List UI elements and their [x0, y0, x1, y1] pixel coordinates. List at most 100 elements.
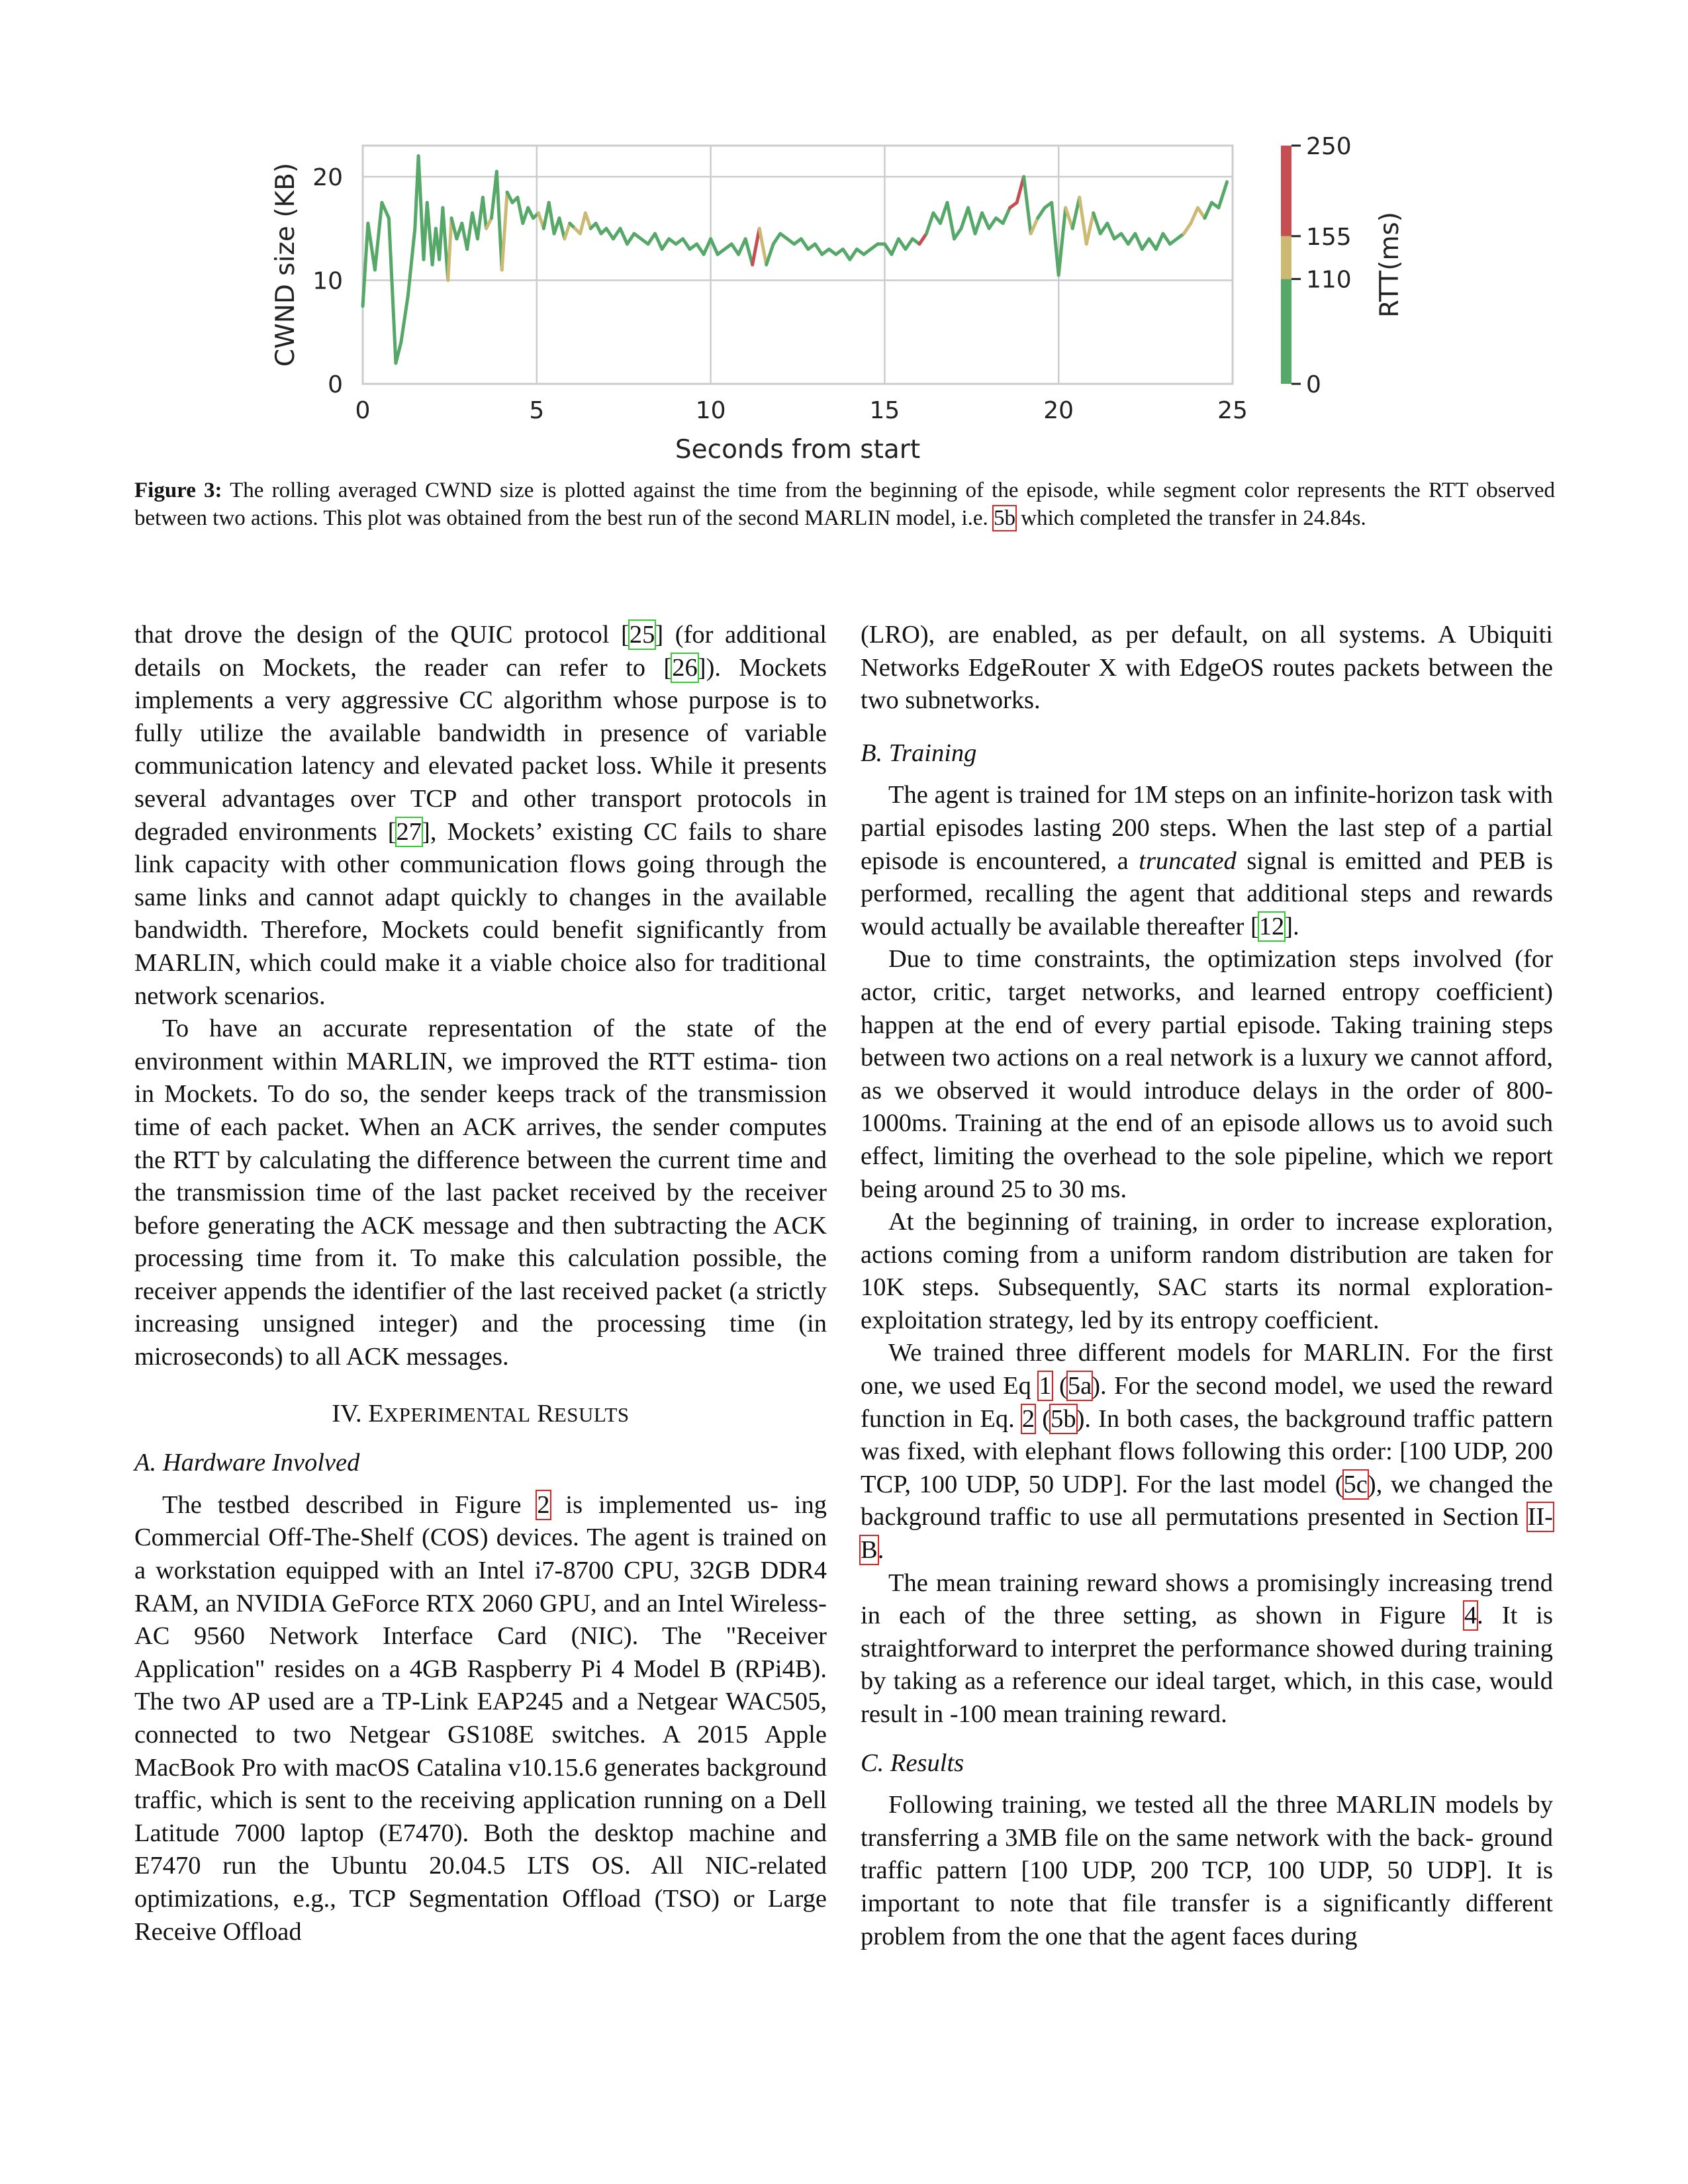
cwnd-segment [406, 226, 417, 298]
cwnd-segment [625, 232, 636, 246]
caption-text: The rolling averaged CWND size is plotte… [134, 478, 1555, 530]
colorbar-tick-label: 250 [1306, 133, 1352, 160]
paragraph: To have an accurate representation of th… [134, 1015, 827, 1371]
paragraph: Following training, we tested all the th… [861, 1791, 1553, 1950]
chart-grid [361, 144, 1234, 385]
cwnd-segment [953, 226, 963, 241]
y-tick-label: 0 [328, 371, 343, 398]
y-tick-label: 20 [312, 164, 343, 191]
cwnd-segment [1098, 221, 1109, 236]
cwnd-segment [799, 237, 810, 251]
x-axis-label: Seconds from start [675, 435, 920, 465]
cwnd-segment [695, 242, 706, 256]
cwnd-segment [1056, 206, 1068, 277]
cwnd-segment [373, 201, 384, 272]
paragraph: The testbed described in Figure 2 is imp… [134, 1489, 827, 1946]
citation-link[interactable]: 27 [395, 816, 424, 847]
cwnd-segment [959, 206, 970, 230]
cwnd-segment [481, 195, 489, 230]
cwnd-segment [737, 237, 747, 256]
equation-ref-link[interactable]: 1 [1037, 1371, 1053, 1402]
cwnd-segment [841, 248, 852, 261]
cwnd-segment [938, 201, 949, 225]
cwnd-segment [500, 190, 509, 272]
cwnd-segment [743, 237, 755, 267]
colorbar-tick-label: 155 [1306, 224, 1352, 251]
cwnd-segment [505, 190, 514, 205]
citation-link[interactable]: 25 [628, 619, 657, 650]
colorbar-label: RTT(ms) [1375, 212, 1405, 318]
right-column: (LRO), are enabled, as per default, on a… [859, 619, 1554, 1953]
cwnd-segment [583, 211, 592, 230]
citation-link[interactable]: 26 [671, 652, 699, 683]
citation-link[interactable]: 12 [1257, 911, 1286, 942]
figure-caption: Figure 3: The rolling averaged CWND size… [134, 477, 1555, 532]
x-tick-label: 25 [1217, 397, 1248, 424]
cwnd-segment [446, 216, 453, 282]
cwnd-segment [1050, 201, 1060, 277]
cwnd-segment [1029, 216, 1040, 236]
paragraph: At the beginning of training, in order t… [861, 1208, 1553, 1334]
figure-ref-link[interactable]: 5b [1049, 1403, 1078, 1434]
colorbar-band [1281, 279, 1291, 384]
section-ref-link[interactable]: II-B [859, 1502, 1554, 1566]
cwnd-segment [394, 340, 403, 365]
cwnd-segment [579, 211, 587, 236]
cwnd-segment [1022, 175, 1033, 236]
caption-ref-link[interactable]: 5b [992, 505, 1017, 531]
cwnd-segment [1133, 232, 1144, 251]
cwnd-segment [1092, 211, 1102, 236]
equation-ref-link[interactable]: 2 [1020, 1403, 1037, 1434]
figure-ref-link[interactable]: 5a [1066, 1371, 1094, 1402]
colorbar-band [1281, 236, 1291, 279]
cwnd-segment [980, 211, 991, 230]
cwnd-segment [1203, 201, 1213, 220]
cwnd-segment [709, 237, 720, 256]
cwnd-segment [890, 237, 900, 256]
figure-ref-link[interactable]: 2 [536, 1489, 551, 1520]
cwnd-segment [1182, 221, 1193, 236]
cwnd-segment [1196, 206, 1207, 220]
caption-label: Figure 3: [134, 478, 222, 502]
cwnd-segment [924, 211, 935, 236]
cwnd-segment [361, 221, 370, 308]
cwnd-segment [1078, 195, 1088, 246]
figure-ref-link[interactable]: 4 [1462, 1600, 1479, 1631]
cwnd-segment [618, 226, 629, 246]
x-tick-label: 5 [529, 397, 544, 424]
cwnd-segment [882, 242, 894, 256]
cwnd-segment [1147, 237, 1158, 251]
cwnd-rtt-figure: 0 5 10 15 20 25 0 10 20 Seconds from start CWND si… [265, 132, 1423, 477]
section-title: IV. EXPERIMENTAL RESULTS [332, 1399, 630, 1428]
cwnd-segment [1154, 232, 1165, 251]
cwnd-segment [563, 221, 572, 241]
x-tick-label: 0 [355, 397, 371, 424]
cwnd-segment [1064, 206, 1074, 230]
cwnd-segment [1070, 195, 1082, 230]
cwnd-segment [611, 226, 622, 241]
cwnd-segment [1119, 232, 1130, 246]
cwnd-segment [521, 206, 530, 225]
cwnd-segment [681, 237, 692, 251]
cwnd-segment [465, 211, 475, 251]
cwnd-segment [757, 226, 769, 267]
cwnd-segment [557, 216, 567, 241]
figure-ref-link[interactable]: 5c [1342, 1469, 1369, 1500]
cwnd-segment [848, 248, 859, 261]
cwnd-segment [1126, 232, 1137, 246]
cwnd-segment [604, 226, 615, 241]
cwnd-segment [1217, 180, 1229, 210]
cwnd-segment [399, 294, 410, 344]
colorbar-tick-label: 0 [1306, 371, 1321, 398]
cwnd-segment [653, 232, 664, 251]
cwnd-segment [917, 232, 928, 246]
x-tick-label: 10 [696, 397, 726, 424]
paragraph: The agent is trained for 1M steps on an … [861, 781, 1553, 942]
subsection-title: A. Hardware Involved [134, 1449, 360, 1477]
paragraph: The mean training reward shows a promisi… [861, 1569, 1553, 1728]
cwnd-segment [702, 237, 713, 256]
rtt-colorbar: 0 110 155 250 RTT(ms) [1281, 133, 1405, 398]
left-column: that drove the design of the QUIC protoc… [134, 619, 827, 1948]
cwnd-series [361, 154, 1229, 365]
